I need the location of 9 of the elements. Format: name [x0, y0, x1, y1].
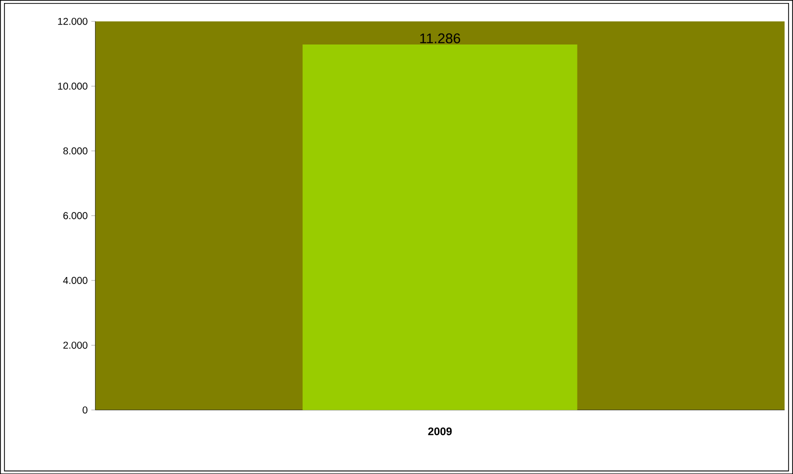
- y-tick-label: 4.000: [63, 276, 88, 284]
- y-tick-label: 10.000: [58, 82, 88, 90]
- x-tick-label: 2009: [428, 427, 452, 436]
- y-tick-label: 6.000: [63, 212, 88, 220]
- y-tick-label: 0: [82, 406, 88, 414]
- y-tick-label: 8.000: [63, 147, 88, 154]
- y-tick-label: 2.000: [63, 342, 88, 349]
- y-tick-label: 12.000: [58, 18, 88, 25]
- data-label: 11.286: [420, 33, 460, 44]
